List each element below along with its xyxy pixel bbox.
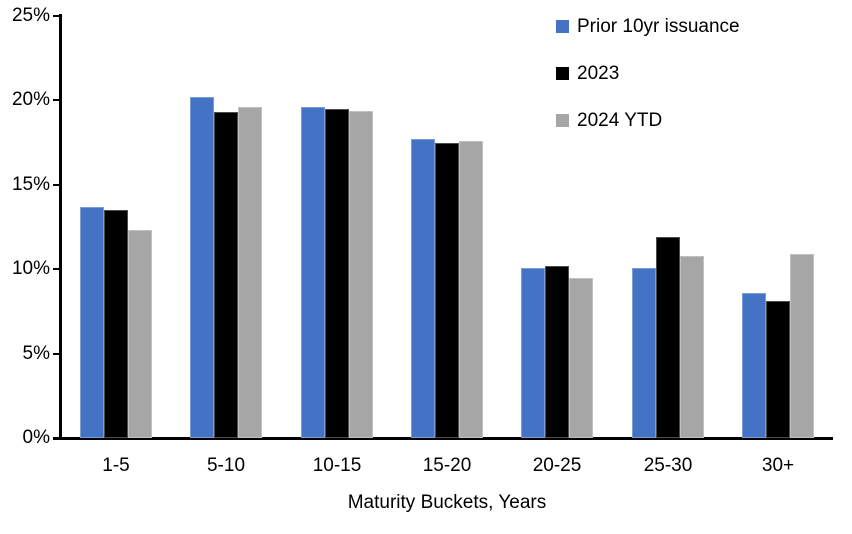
legend-label: 2024 YTD [577, 110, 663, 131]
bar-prior-10yr-issuance-5-10 [190, 97, 214, 438]
legend: Prior 10yr issuance 2023 2024 YTD [556, 13, 740, 134]
y-axis-line [59, 14, 62, 440]
legend-swatch-prior-10yr [556, 20, 569, 33]
bar-2024-ytd-5-10 [238, 107, 262, 438]
y-axis-tick [53, 352, 62, 355]
legend-item-prior-10yr: Prior 10yr issuance [556, 13, 740, 40]
legend-item-2023: 2023 [556, 60, 740, 87]
x-tick-label: 5-10 [206, 455, 246, 476]
bar-2024-ytd-1-5 [128, 230, 152, 438]
bar-2024-ytd-10-15 [349, 111, 373, 438]
bar-2023-10-15 [325, 109, 349, 438]
x-tick-label: 15-20 [422, 455, 472, 476]
bar-2024-ytd-15-20 [459, 141, 483, 438]
legend-label: Prior 10yr issuance [577, 16, 740, 37]
bar-2024-ytd-30+ [790, 254, 814, 438]
x-tick-label: 25-30 [643, 455, 693, 476]
legend-swatch-2024-ytd [556, 114, 569, 127]
bar-prior-10yr-issuance-1-5 [80, 207, 104, 438]
bar-2023-20-25 [545, 266, 569, 438]
y-axis-tick [53, 437, 62, 439]
bar-2024-ytd-25-30 [680, 256, 704, 438]
bar-2023-1-5 [104, 210, 128, 438]
y-tick-label: 20% [11, 89, 50, 111]
bar-2023-15-20 [435, 143, 459, 438]
y-axis-tick [53, 183, 62, 186]
bar-2023-5-10 [214, 112, 238, 438]
y-axis-tick [53, 99, 62, 102]
bar-2024-ytd-20-25 [569, 278, 593, 438]
bar-prior-10yr-issuance-15-20 [411, 139, 435, 438]
y-tick-label: 5% [22, 342, 50, 364]
x-tick-label: 30+ [761, 455, 795, 476]
legend-item-2024-ytd: 2024 YTD [556, 107, 740, 134]
x-tick-label: 10-15 [312, 455, 362, 476]
x-tick-label: 1-5 [102, 455, 130, 476]
y-axis-tick [53, 15, 62, 17]
bar-prior-10yr-issuance-10-15 [301, 107, 325, 438]
y-tick-label: 25% [11, 5, 50, 26]
legend-label: 2023 [577, 63, 620, 84]
bar-prior-10yr-issuance-30+ [742, 293, 766, 438]
x-tick-label: 20-25 [532, 455, 582, 476]
bar-2023-25-30 [656, 237, 680, 438]
y-tick-label: 0% [22, 427, 50, 448]
x-axis-title: Maturity Buckets, Years [347, 492, 547, 513]
y-tick-label: 15% [11, 173, 50, 195]
y-tick-label: 10% [11, 258, 50, 280]
bar-2023-30+ [766, 301, 790, 438]
legend-swatch-2023 [556, 67, 569, 80]
x-axis-line [53, 437, 833, 440]
bar-prior-10yr-issuance-20-25 [521, 268, 545, 438]
y-axis-tick [53, 268, 62, 271]
bar-prior-10yr-issuance-25-30 [632, 268, 656, 438]
